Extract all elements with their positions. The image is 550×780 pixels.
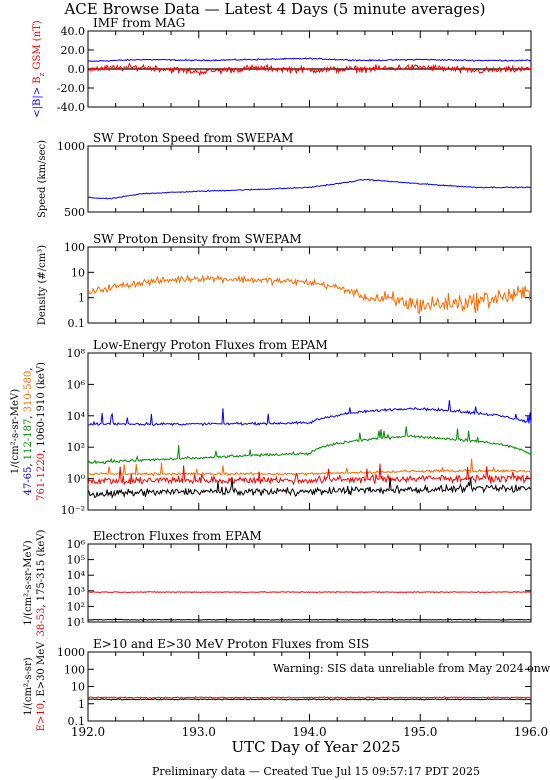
series-line-1060-1910 bbox=[87, 477, 532, 499]
panels: 40.0 20.0 0.0 -20.0 -40.0 IMF from MAG <|B|> B… bbox=[10, 16, 550, 739]
panel-4: 10⁸ 10⁶ 10⁴ 10² 10⁰ 10⁻² Low-Energy Proton Flu… bbox=[10, 338, 532, 517]
panel-2: 1000 500 SW Proton Speed from SWEPAM Speed … bbox=[37, 131, 532, 219]
x-tick-label: 193.0 bbox=[182, 725, 216, 739]
series-line--b- bbox=[87, 57, 532, 62]
y-tick-label: -40.0 bbox=[57, 101, 85, 114]
y-tick-label: 10⁴ bbox=[67, 410, 86, 423]
y-axis-label-line: E>10, E>30 MeV bbox=[36, 641, 47, 732]
series-line-e-30 bbox=[87, 697, 532, 701]
series-line-175-315 bbox=[87, 618, 532, 621]
series-line-bz-gsm bbox=[88, 62, 532, 77]
series-line-761-1220 bbox=[87, 463, 532, 486]
y-tick-label: 10 bbox=[71, 266, 85, 279]
y-tick-label: 10⁰ bbox=[67, 473, 86, 486]
y-axis-label-line: 47-65, 112-187, 310-580, bbox=[23, 368, 34, 496]
series-line-density bbox=[87, 274, 532, 315]
y-label-part: E>10 bbox=[36, 703, 47, 731]
series-line-38-53 bbox=[87, 591, 532, 594]
footer-text: Preliminary data — Created Tue Jul 15 09… bbox=[152, 765, 480, 778]
y-tick-label: 1000 bbox=[57, 140, 85, 153]
y-tick-label: 0.0 bbox=[68, 63, 86, 76]
y-tick-label: 0.1 bbox=[68, 317, 86, 330]
y-tick-label: 10² bbox=[67, 600, 85, 613]
y-label-part: 175-315 (keV) bbox=[36, 529, 47, 601]
y-tick-label: 20.0 bbox=[61, 44, 86, 57]
y-tick-label: 10⁸ bbox=[67, 347, 86, 360]
y-axis-label-line: 761-1220, 1060-1910 (keV) bbox=[36, 362, 47, 501]
y-label-part: , bbox=[36, 601, 47, 607]
y-tick-label: 40.0 bbox=[61, 25, 86, 38]
x-axis-label: UTC Day of Year 2025 bbox=[232, 738, 401, 756]
y-axis-label-line: 1/(cm²-s-sr) bbox=[23, 657, 34, 716]
y-tick-label: 100 bbox=[64, 241, 85, 254]
y-tick-label: 10¹ bbox=[67, 616, 85, 629]
series-line-e-10 bbox=[87, 696, 532, 699]
series-line-310-580 bbox=[87, 458, 531, 477]
y-axis-label: <|B|> Bz GSM (nT) bbox=[32, 20, 46, 118]
panel-frame bbox=[87, 543, 532, 623]
y-tick-label: 0.1 bbox=[68, 715, 86, 728]
series-line-112-187 bbox=[87, 426, 532, 465]
y-label-part: , bbox=[36, 447, 47, 453]
y-tick-label: 10⁶ bbox=[67, 538, 86, 551]
x-tick-label: 194.0 bbox=[292, 725, 326, 739]
y-label-part: B bbox=[32, 76, 43, 83]
y-tick-label: -20.0 bbox=[57, 82, 85, 95]
series-line-speed bbox=[87, 178, 532, 200]
y-tick-label: 500 bbox=[64, 206, 85, 219]
y-label-part: 47-65 bbox=[23, 467, 34, 496]
y-label-part: 1060-1910 (keV) bbox=[36, 362, 47, 447]
panel-frame bbox=[87, 352, 532, 511]
y-label-part: , bbox=[23, 460, 34, 466]
y-label-part: 310-580 bbox=[23, 371, 34, 413]
panel-frame bbox=[87, 145, 532, 213]
panel-title: Low-Energy Proton Fluxes from EPAM bbox=[93, 338, 328, 352]
page-title: ACE Browse Data — Latest 4 Days (5 minut… bbox=[63, 0, 485, 18]
y-axis-label: Density (#/cm³) bbox=[37, 245, 48, 325]
y-label-part: 112-187 bbox=[23, 419, 34, 461]
y-label-part: , bbox=[23, 412, 34, 418]
y-label-part: , bbox=[23, 368, 34, 371]
y-label-part: 38-53 bbox=[36, 608, 47, 637]
y-axis-label-line: 1/(cm²-s-sr-MeV) bbox=[23, 540, 34, 625]
x-tick-label: 196.0 bbox=[514, 725, 548, 739]
y-axis-label-line: 1/(cm²-s-sr-MeV) bbox=[10, 389, 21, 474]
y-label-part: GSM (nT) bbox=[32, 20, 43, 72]
y-label-part: E>30 MeV bbox=[36, 641, 47, 697]
warning-text: Warning: SIS data unreliable from May 20… bbox=[273, 662, 550, 675]
y-label-part: <|B|> bbox=[32, 84, 43, 118]
series-line-47-65 bbox=[87, 400, 532, 427]
y-tick-label: 10⁴ bbox=[67, 569, 86, 582]
panel-title: SW Proton Speed from SWEPAM bbox=[93, 131, 293, 145]
y-tick-label: 10² bbox=[67, 441, 85, 454]
y-axis-label-line: 38-53, 175-315 (keV) bbox=[36, 529, 47, 636]
y-tick-label: 1 bbox=[78, 292, 85, 305]
panel-5: 10⁶ 10⁵ 10⁴ 10³ 10² 10¹ Electron Fluxes from E… bbox=[23, 529, 532, 636]
y-axis-label: Speed (km/sec) bbox=[37, 140, 48, 218]
y-tick-label: 10 bbox=[71, 681, 85, 694]
y-tick-label: 10⁶ bbox=[67, 378, 86, 391]
y-label-part: 761-1220 bbox=[36, 453, 47, 501]
y-tick-label: 10⁻² bbox=[61, 504, 85, 517]
panel-title: IMF from MAG bbox=[93, 16, 185, 30]
y-tick-label: 10³ bbox=[67, 585, 85, 598]
panel-frame bbox=[87, 246, 532, 324]
panel-3: 100 10 1 0.1 SW Proton Density from SWEPAM De… bbox=[37, 232, 532, 330]
panel-title: Electron Fluxes from EPAM bbox=[93, 529, 262, 543]
panel-6: 1000 100 10 1 0.1 E>10 and E>30 MeV Proton Fl… bbox=[23, 637, 550, 739]
x-tick-label: 195.0 bbox=[403, 725, 437, 739]
y-tick-label: 100 bbox=[64, 663, 85, 676]
panel-1: 40.0 20.0 0.0 -20.0 -40.0 IMF from MAG <|B|> B… bbox=[32, 16, 532, 118]
y-label-part: , bbox=[36, 697, 47, 703]
y-tick-label: 10⁵ bbox=[67, 554, 85, 567]
y-tick-label: 1000 bbox=[57, 646, 85, 659]
x-tick-label: 192.0 bbox=[71, 725, 105, 739]
y-tick-label: 1 bbox=[78, 698, 85, 711]
panel-title: E>10 and E>30 MeV Proton Fluxes from SIS bbox=[93, 637, 369, 651]
y-label-part: z bbox=[38, 72, 46, 76]
panel-title: SW Proton Density from SWEPAM bbox=[93, 232, 302, 246]
